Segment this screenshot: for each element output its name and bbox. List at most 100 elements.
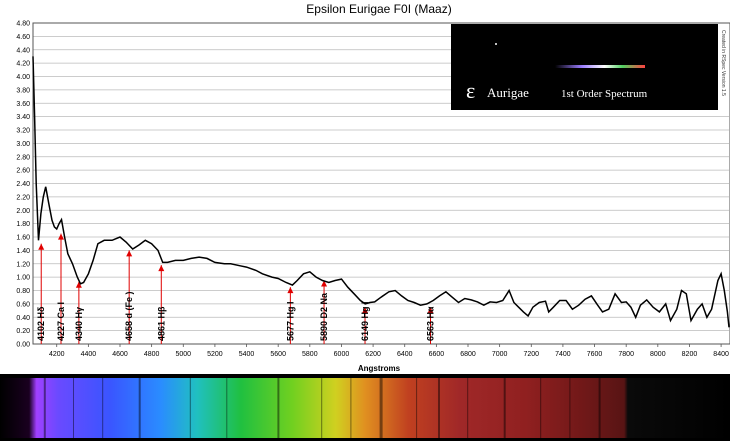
inset-symbol: ε bbox=[466, 78, 475, 103]
spectrum-absorption-line bbox=[277, 378, 280, 438]
y-tick-label: 4.00 bbox=[16, 74, 30, 81]
x-tick-label: 6400 bbox=[397, 351, 413, 358]
y-tick-label: 0.40 bbox=[16, 315, 30, 322]
spectrum-absorption-line bbox=[321, 378, 323, 438]
x-tick-label: 8200 bbox=[682, 351, 698, 358]
y-tick-label: 3.40 bbox=[16, 114, 30, 121]
line-label: 4102 Hδ bbox=[36, 306, 46, 341]
x-tick-label: 5800 bbox=[302, 351, 318, 358]
spectrum-strip bbox=[0, 374, 730, 441]
x-tick-label: 8400 bbox=[713, 351, 729, 358]
spectrum-absorption-line bbox=[569, 378, 571, 438]
x-tick-label: 8000 bbox=[650, 351, 666, 358]
y-tick-label: 4.60 bbox=[16, 34, 30, 41]
x-tick-label: 6200 bbox=[365, 351, 381, 358]
y-tick-label: 2.00 bbox=[16, 208, 30, 215]
x-tick-label: 5400 bbox=[239, 351, 255, 358]
line-marker-arrow bbox=[362, 307, 369, 314]
spectrum-absorption-line bbox=[416, 378, 418, 438]
y-tick-label: 3.80 bbox=[16, 87, 30, 94]
chart-title: Epsilon Eurigae F0I (Maaz) bbox=[306, 2, 451, 16]
line-label: 5890 D2 Na bbox=[319, 292, 329, 341]
x-tick-label: 5200 bbox=[207, 351, 223, 358]
inset-caption: 1st Order Spectrum bbox=[561, 88, 648, 100]
x-tick-label: 6800 bbox=[460, 351, 476, 358]
x-tick-label: 6000 bbox=[334, 351, 350, 358]
line-marker-arrow bbox=[427, 307, 434, 314]
line-marker-arrow bbox=[321, 280, 328, 287]
line-label: 4227 Ca I bbox=[56, 302, 66, 341]
y-axis-ticks: 0.00 0.20 0.40 0.60 0.80 1.00 1.20 1.40 1.60 1.80… bbox=[16, 21, 30, 349]
plot-frame bbox=[32, 22, 730, 345]
line-label: 4340 Hγ bbox=[74, 307, 84, 341]
spectrum-absorption-lines bbox=[43, 378, 601, 438]
y-tick-label: 1.60 bbox=[16, 235, 30, 242]
spectrum-absorption-line bbox=[102, 378, 104, 438]
spectrum-absorption-line bbox=[379, 378, 383, 438]
x-tick-label: 5600 bbox=[270, 351, 286, 358]
x-tick-label: 7800 bbox=[618, 351, 634, 358]
spectrum-absorption-line bbox=[540, 378, 542, 438]
y-tick-label: 2.40 bbox=[16, 181, 30, 188]
y-tick-label: 1.80 bbox=[16, 221, 30, 228]
x-tick-label: 7400 bbox=[555, 351, 571, 358]
spectrum-absorption-line bbox=[43, 378, 46, 438]
inset-spectrum-streak bbox=[555, 65, 645, 68]
spectrum-band bbox=[0, 378, 730, 438]
y-tick-label: 4.40 bbox=[16, 47, 30, 54]
x-tick-label: 5000 bbox=[175, 351, 191, 358]
x-tick-label: 4200 bbox=[49, 351, 65, 358]
line-labels: 4102 Hδ 4227 Ca I 4340 Hγ 4658 d (Fe ) 4861 … bbox=[36, 291, 435, 341]
line-marker-arrow bbox=[287, 287, 294, 294]
x-axis-ticks: 4200 4400 4600 4800 5000 5200 5400 5600 5800 6000… bbox=[49, 344, 729, 358]
spectrum-absorption-line bbox=[503, 378, 506, 438]
y-tick-label: 3.60 bbox=[16, 101, 30, 108]
spectrum-absorption-line bbox=[598, 378, 601, 438]
y-tick-label: 0.00 bbox=[16, 342, 30, 349]
x-tick-label: 7600 bbox=[587, 351, 603, 358]
y-tick-label: 1.20 bbox=[16, 261, 30, 268]
x-tick-label: 4800 bbox=[144, 351, 160, 358]
spectrum-absorption-line bbox=[138, 378, 141, 438]
line-label: 4861 Hβ bbox=[156, 306, 166, 341]
y-tick-label: 4.80 bbox=[16, 21, 30, 28]
line-marker-arrow bbox=[38, 243, 45, 250]
spectrum-absorption-line bbox=[467, 378, 469, 438]
inset-star-label: Aurigae bbox=[487, 85, 529, 100]
x-tick-label: 7200 bbox=[523, 351, 539, 358]
inset-side-note: Created in RSpec Version 1.5 bbox=[720, 30, 726, 96]
line-label: 4658 d (Fe ) bbox=[124, 291, 134, 341]
spectrum-absorption-line bbox=[350, 378, 352, 438]
y-tick-label: 2.60 bbox=[16, 168, 30, 175]
x-tick-label: 7000 bbox=[492, 351, 508, 358]
series-line bbox=[32, 56, 730, 328]
x-tick-label: 6600 bbox=[429, 351, 445, 358]
line-label: 6149 Hg I bbox=[360, 301, 370, 341]
spectrum-absorption-line bbox=[438, 378, 440, 438]
y-tick-label: 3.20 bbox=[16, 128, 30, 135]
line-label: 5677 Hg I bbox=[285, 301, 295, 341]
line-label: 6563 Hα bbox=[426, 306, 436, 341]
line-marker-arrow bbox=[57, 233, 64, 240]
y-tick-label: 3.00 bbox=[16, 141, 30, 148]
y-tick-label: 1.00 bbox=[16, 275, 30, 282]
spectrum-absorption-line bbox=[226, 378, 228, 438]
line-marker-arrow bbox=[158, 265, 165, 272]
y-tick-label: 0.20 bbox=[16, 328, 30, 335]
y-tick-label: 1.40 bbox=[16, 248, 30, 255]
y-tick-label: 4.20 bbox=[16, 61, 30, 68]
inset-star-dot bbox=[495, 43, 497, 45]
line-markers bbox=[38, 233, 434, 344]
line-marker-arrow bbox=[75, 281, 82, 288]
spectrum-inset: ε Aurigae 1st Order Spectrum Created in … bbox=[451, 24, 729, 110]
y-tick-label: 0.80 bbox=[16, 288, 30, 295]
x-tick-label: 4600 bbox=[112, 351, 128, 358]
y-tick-label: 2.80 bbox=[16, 154, 30, 161]
x-axis-label: Angstroms bbox=[358, 364, 401, 373]
y-tick-label: 0.60 bbox=[16, 301, 30, 308]
spectrum-absorption-line bbox=[73, 378, 74, 438]
y-tick-label: 2.20 bbox=[16, 194, 30, 201]
line-marker-arrow bbox=[126, 250, 133, 257]
spectrum-absorption-line bbox=[189, 378, 191, 438]
